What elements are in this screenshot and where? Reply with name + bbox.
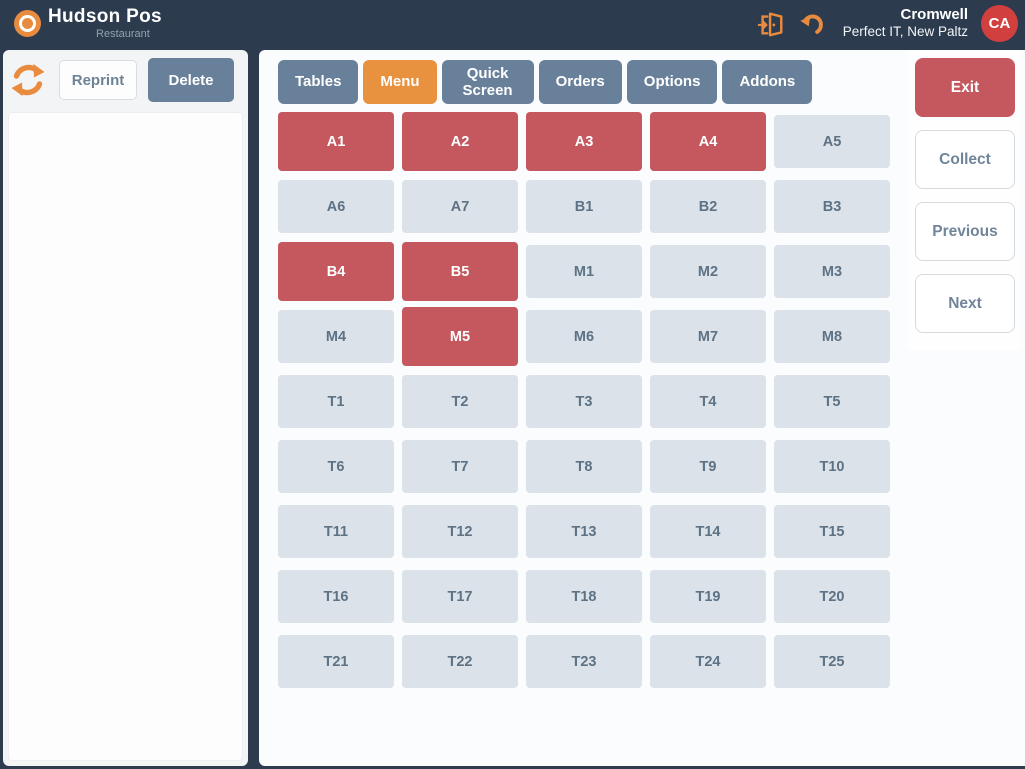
table-button-t4[interactable]: T4 — [650, 375, 766, 428]
table-button-t13[interactable]: T13 — [526, 505, 642, 558]
table-button-a7[interactable]: A7 — [402, 180, 518, 233]
table-button-t6[interactable]: T6 — [278, 440, 394, 493]
tab-quick-screen[interactable]: Quick Screen — [441, 60, 534, 104]
table-button-b2[interactable]: B2 — [650, 180, 766, 233]
table-button-m6[interactable]: M6 — [526, 310, 642, 363]
table-button-a6[interactable]: A6 — [278, 180, 394, 233]
table-button-t16[interactable]: T16 — [278, 570, 394, 623]
table-button-m2[interactable]: M2 — [650, 245, 766, 298]
table-button-t24[interactable]: T24 — [650, 635, 766, 688]
table-button-b5[interactable]: B5 — [402, 242, 518, 301]
reprint-button[interactable]: Reprint — [59, 60, 137, 100]
content: Reprint Delete Tables Menu Quick Screen Ord… — [0, 47, 1025, 769]
table-button-t10[interactable]: T10 — [774, 440, 890, 493]
table-button-m8[interactable]: M8 — [774, 310, 890, 363]
table-button-t3[interactable]: T3 — [526, 375, 642, 428]
table-button-t15[interactable]: T15 — [774, 505, 890, 558]
order-list-empty — [8, 112, 243, 761]
table-button-b4[interactable]: B4 — [278, 242, 394, 301]
table-button-t23[interactable]: T23 — [526, 635, 642, 688]
tab-bar: Tables Menu Quick Screen Orders Options Addon… — [278, 60, 813, 104]
delete-button[interactable]: Delete — [148, 58, 234, 102]
table-button-t19[interactable]: T19 — [650, 570, 766, 623]
table-button-t18[interactable]: T18 — [526, 570, 642, 623]
next-button[interactable]: Next — [915, 274, 1015, 333]
table-button-m4[interactable]: M4 — [278, 310, 394, 363]
brand: Hudson Pos Restaurant — [14, 7, 162, 40]
logout-door-icon[interactable] — [757, 10, 785, 38]
left-panel: Reprint Delete — [3, 50, 248, 766]
user-block: Cromwell Perfect IT, New Paltz — [843, 6, 968, 40]
tab-menu[interactable]: Menu — [363, 60, 437, 104]
table-button-t14[interactable]: T14 — [650, 505, 766, 558]
topbar: Hudson Pos Restaurant Cromwell Perfect I… — [0, 0, 1025, 47]
table-button-t2[interactable]: T2 — [402, 375, 518, 428]
table-button-t1[interactable]: T1 — [278, 375, 394, 428]
table-button-m1[interactable]: M1 — [526, 245, 642, 298]
table-button-t17[interactable]: T17 — [402, 570, 518, 623]
avatar[interactable]: CA — [981, 5, 1018, 42]
table-button-m5[interactable]: M5 — [402, 307, 518, 366]
tab-orders[interactable]: Orders — [538, 60, 622, 104]
table-button-m3[interactable]: M3 — [774, 245, 890, 298]
hudson-pos-logo-icon — [14, 10, 41, 37]
tab-addons[interactable]: Addons — [722, 60, 813, 104]
table-button-t11[interactable]: T11 — [278, 505, 394, 558]
refresh-icon[interactable] — [8, 60, 48, 100]
main-panel: Tables Menu Quick Screen Orders Options Addon… — [259, 50, 1025, 766]
table-button-t12[interactable]: T12 — [402, 505, 518, 558]
table-button-m7[interactable]: M7 — [650, 310, 766, 363]
topbar-right: Cromwell Perfect IT, New Paltz CA — [757, 5, 1018, 42]
user-name: Cromwell — [900, 6, 968, 24]
table-button-a1[interactable]: A1 — [278, 112, 394, 171]
table-button-b3[interactable]: B3 — [774, 180, 890, 233]
left-panel-header: Reprint Delete — [3, 50, 248, 110]
table-button-t25[interactable]: T25 — [774, 635, 890, 688]
user-organization: Perfect IT, New Paltz — [842, 24, 968, 40]
table-button-a2[interactable]: A2 — [402, 112, 518, 171]
table-button-t22[interactable]: T22 — [402, 635, 518, 688]
tab-tables[interactable]: Tables — [278, 60, 359, 104]
undo-icon[interactable] — [798, 10, 826, 38]
table-button-t21[interactable]: T21 — [278, 635, 394, 688]
brand-text: Hudson Pos Restaurant — [48, 7, 162, 40]
action-rail: Exit Collect Previous Next — [915, 58, 1015, 333]
table-button-a3[interactable]: A3 — [526, 112, 642, 171]
table-button-t7[interactable]: T7 — [402, 440, 518, 493]
table-button-a4[interactable]: A4 — [650, 112, 766, 171]
brand-subtitle: Restaurant — [96, 27, 150, 40]
tab-options[interactable]: Options — [626, 60, 718, 104]
table-button-t5[interactable]: T5 — [774, 375, 890, 428]
collect-button[interactable]: Collect — [915, 130, 1015, 189]
previous-button[interactable]: Previous — [915, 202, 1015, 261]
brand-name: Hudson Pos — [48, 6, 162, 28]
table-button-t8[interactable]: T8 — [526, 440, 642, 493]
table-button-t20[interactable]: T20 — [774, 570, 890, 623]
exit-button[interactable]: Exit — [915, 58, 1015, 117]
table-button-a5[interactable]: A5 — [774, 115, 890, 168]
table-button-b1[interactable]: B1 — [526, 180, 642, 233]
table-grid: A1 A2 A3 A4 A5 A6 A7 B1 B2 B3 B4 B5 M1 M2 M3 M4 M5 M6 M7 M8… — [278, 112, 890, 691]
table-button-t9[interactable]: T9 — [650, 440, 766, 493]
